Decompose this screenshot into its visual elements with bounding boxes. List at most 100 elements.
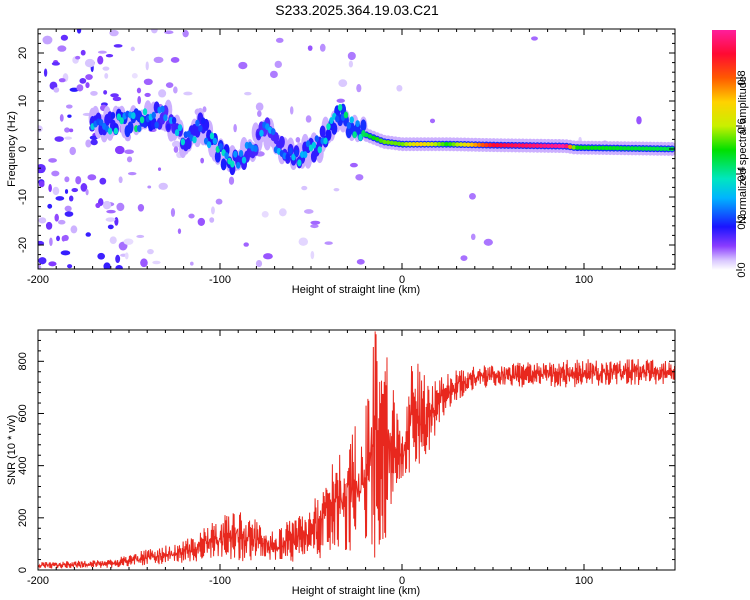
heatmap-speckle xyxy=(45,221,53,230)
heatmap-ridge-cell xyxy=(375,137,380,142)
heatmap-speckle xyxy=(67,264,73,269)
x-tick-label: -100 xyxy=(209,274,231,286)
heatmap-speckle xyxy=(136,87,142,94)
heatmap-speckle xyxy=(183,91,193,96)
heatmap-ridge-cell xyxy=(575,145,580,150)
heatmap-speckle xyxy=(58,78,66,83)
heatmap-ridge-cell xyxy=(622,146,627,151)
snr-panel: -200 -100 0 100 0 200 400 600 800 Height of stra… xyxy=(6,329,676,597)
heatmap-speckle xyxy=(303,209,314,214)
heatmap-speckle xyxy=(85,139,92,148)
x-tick-label: 0 xyxy=(399,575,405,587)
heatmap-speckle xyxy=(64,189,69,194)
heatmap-speckle xyxy=(85,82,90,89)
heatmap-speckle xyxy=(95,202,101,209)
heatmap-ridge-cell xyxy=(415,142,420,147)
heatmap-ridge-cell xyxy=(608,145,613,151)
heatmap-speckle xyxy=(202,106,207,113)
heatmap-ridge-cell xyxy=(198,125,203,133)
heatmap-speckle xyxy=(109,236,117,245)
heatmap-speckle xyxy=(278,208,287,217)
heatmap-speckle xyxy=(54,136,64,142)
heatmap-ridge-cell xyxy=(476,142,482,148)
heatmap-speckle xyxy=(99,177,107,185)
heatmap-speckle xyxy=(275,37,284,43)
heatmap-ridge-cell xyxy=(385,140,391,145)
x-tick-label: -200 xyxy=(27,575,49,587)
heatmap-ridge-cell xyxy=(335,115,340,123)
heatmap-ridge-cell xyxy=(538,143,544,148)
heatmap-ridge-cell xyxy=(233,150,238,158)
x-tick-label: 100 xyxy=(575,274,593,286)
heatmap-speckle xyxy=(115,254,121,264)
heatmap-ridge-cell xyxy=(509,143,515,148)
figure-title: S233.2025.364.19.03.C21 xyxy=(275,2,439,18)
heatmap-speckle xyxy=(80,183,88,192)
heatmap-speckle xyxy=(75,176,82,185)
heatmap-speckle xyxy=(97,252,106,260)
heatmap-speckle xyxy=(137,203,145,212)
colorbar: 0.0 0.2 0.4 0.6 0.8 Normalized spectral ampl… xyxy=(712,30,749,278)
heatmap-ridge-cell xyxy=(487,142,493,148)
heatmap-ridge-cell xyxy=(655,146,660,151)
heatmap-speckle xyxy=(38,257,47,265)
heatmap-speckle xyxy=(470,233,476,241)
heatmap-ridge-cell xyxy=(346,121,352,129)
heatmap-speckle xyxy=(151,29,158,34)
heatmap-speckle xyxy=(215,198,223,205)
heatmap-ridge-cell xyxy=(557,143,562,149)
heatmap-ridge-cell xyxy=(637,146,642,151)
heatmap-speckle xyxy=(348,60,354,68)
snr-series-layer xyxy=(38,331,675,569)
heatmap-speckle xyxy=(228,176,235,185)
heatmap-ridge-cell xyxy=(578,145,584,150)
heatmap-speckle xyxy=(143,78,153,86)
heatmap-ridge-cell xyxy=(127,121,134,134)
heatmap-speckle xyxy=(112,96,122,102)
heatmap-speckle xyxy=(38,217,47,224)
heatmap-speckle xyxy=(305,115,312,123)
heatmap-ridge-cell xyxy=(615,145,620,151)
heatmap-ridge-cell xyxy=(553,143,558,149)
heatmap-ridge-cell xyxy=(302,151,308,159)
heatmap-ridge-cell xyxy=(440,142,445,147)
heatmap-ridge-cell xyxy=(163,114,168,122)
heatmap-speckle xyxy=(531,36,538,41)
heatmap-ridge-cell xyxy=(527,143,533,148)
heatmap-speckle xyxy=(54,213,59,222)
heatmap-speckle xyxy=(319,43,326,52)
heatmap-ridge-cell xyxy=(305,140,311,148)
y-tick-label: 10 xyxy=(17,95,29,107)
heatmap-ridge-cell xyxy=(396,141,402,147)
heatmap-ridge-cell xyxy=(230,160,235,168)
heatmap-ridge-cell xyxy=(116,113,122,121)
heatmap-speckle xyxy=(137,96,142,105)
heatmap-speckle xyxy=(102,200,112,210)
heatmap-ridge-cell xyxy=(549,143,555,149)
heatmap-ridge-cell xyxy=(195,119,200,127)
heatmap-speckle xyxy=(109,29,119,37)
heatmap-ridge-cell xyxy=(484,142,489,148)
heatmap-ridge-cell xyxy=(285,153,290,161)
heatmap-ridge-cell xyxy=(119,117,124,125)
heatmap-ridge-cell xyxy=(411,142,416,147)
heatmap-speckle xyxy=(114,216,119,226)
heatmap-ridge-cell xyxy=(355,120,360,128)
heatmap-speckle xyxy=(307,45,313,51)
heatmap-speckle xyxy=(48,184,52,193)
heatmap-ridge-cell xyxy=(201,117,206,125)
heatmap-ridge-cell xyxy=(640,146,646,151)
heatmap-speckle xyxy=(56,235,60,242)
y-tick-label: 800 xyxy=(17,352,29,370)
heatmap-ridge-cell xyxy=(139,116,145,124)
heatmap-speckle xyxy=(67,114,72,118)
heatmap-ridge-cell xyxy=(429,142,435,147)
heatmap-ridge-cell xyxy=(317,146,322,154)
heatmap-speckle xyxy=(158,89,167,98)
heatmap-ridge-cell xyxy=(567,144,573,150)
heatmap-ridge-cell xyxy=(626,146,631,151)
heatmap-ridge-cell xyxy=(352,131,357,139)
heatmap-speckle xyxy=(347,51,356,61)
